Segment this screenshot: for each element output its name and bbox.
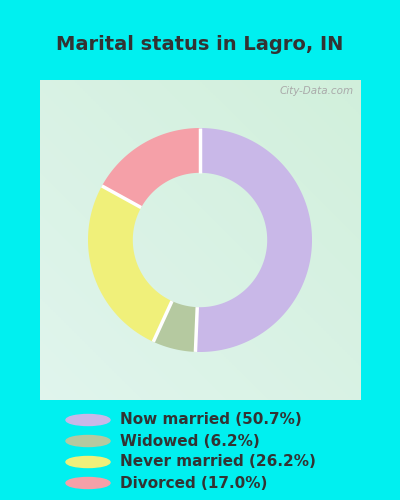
Circle shape [66,478,110,488]
Text: Now married (50.7%): Now married (50.7%) [120,412,302,428]
Circle shape [66,414,110,426]
Polygon shape [196,128,312,352]
Text: Marital status in Lagro, IN: Marital status in Lagro, IN [56,34,344,54]
Text: Widowed (6.2%): Widowed (6.2%) [120,434,260,448]
Circle shape [66,456,110,468]
Circle shape [66,436,110,446]
Text: Never married (26.2%): Never married (26.2%) [120,454,316,469]
Text: Divorced (17.0%): Divorced (17.0%) [120,476,267,490]
Text: City-Data.com: City-Data.com [280,86,354,97]
Polygon shape [88,186,172,342]
Polygon shape [153,301,197,352]
Polygon shape [102,128,200,208]
